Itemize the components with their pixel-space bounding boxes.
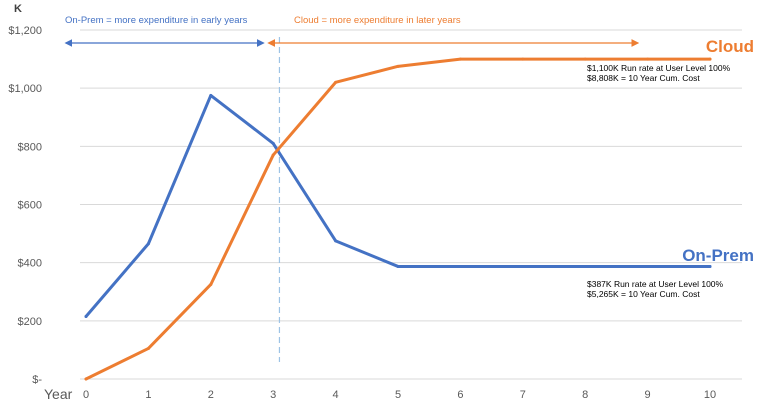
data-point <box>708 264 712 268</box>
y-tick-label: $1,200 <box>8 25 42 37</box>
annotation-text: On-Prem = more expenditure in early year… <box>65 15 248 26</box>
y-tick-label: $200 <box>18 316 42 328</box>
data-point <box>271 153 275 157</box>
x-tick-label: 2 <box>208 389 214 401</box>
series-labels: On-Prem $387K Run rate at User Level 100%… <box>587 37 754 299</box>
series <box>84 57 712 381</box>
x-tick-label: 8 <box>582 389 588 401</box>
data-point <box>271 141 275 145</box>
data-point <box>458 264 462 268</box>
data-point <box>646 264 650 268</box>
x-tick-label: 9 <box>645 389 651 401</box>
series-note: $5,265K = 10 Year Cum. Cost <box>587 289 700 299</box>
data-point <box>646 57 650 61</box>
data-point <box>583 57 587 61</box>
data-point <box>84 314 88 318</box>
x-tick-label: 1 <box>145 389 151 401</box>
x-axis-title: Year <box>44 386 73 402</box>
data-point <box>84 377 88 381</box>
y-tick-label: $800 <box>18 141 42 153</box>
data-point <box>209 93 213 97</box>
data-point <box>708 57 712 61</box>
series-line-cloud <box>84 57 712 381</box>
y-tick-label: $1,000 <box>8 83 42 95</box>
x-tick-label: 4 <box>333 389 339 401</box>
data-point <box>396 64 400 68</box>
data-point <box>583 264 587 268</box>
y-tick-label: $400 <box>18 258 42 270</box>
x-tick-label: 10 <box>704 389 716 401</box>
annotation-text: Cloud = more expenditure in later years <box>294 15 461 26</box>
data-point <box>521 57 525 61</box>
series-note: $8,808K = 10 Year Cum. Cost <box>587 73 700 83</box>
y-tick-label: $- <box>32 374 42 386</box>
data-point <box>396 264 400 268</box>
data-point <box>146 346 150 350</box>
x-tick-label: 6 <box>457 389 463 401</box>
y-axis-title: K <box>14 3 22 15</box>
x-tick-label: 5 <box>395 389 401 401</box>
data-point <box>209 282 213 286</box>
data-point <box>334 80 338 84</box>
series-note: $387K Run rate at User Level 100% <box>587 279 724 289</box>
series-note: $1,100K Run rate at User Level 100% <box>587 63 731 73</box>
series-label: Cloud <box>706 37 754 56</box>
data-point <box>334 239 338 243</box>
data-point <box>146 242 150 246</box>
y-tick-label: $600 <box>18 200 42 212</box>
x-tick-label: 3 <box>270 389 276 401</box>
data-point <box>458 57 462 61</box>
data-point <box>521 264 525 268</box>
x-tick-label: 7 <box>520 389 526 401</box>
annotations: On-Prem = more expenditure in early year… <box>64 15 640 362</box>
axes: $- $200 $400 $600 $800 $1,000 $1,200 0 1 2 3 4 5 6 7 8 9… <box>8 3 716 402</box>
series-label: On-Prem <box>682 246 754 265</box>
x-tick-label: 0 <box>83 389 89 401</box>
